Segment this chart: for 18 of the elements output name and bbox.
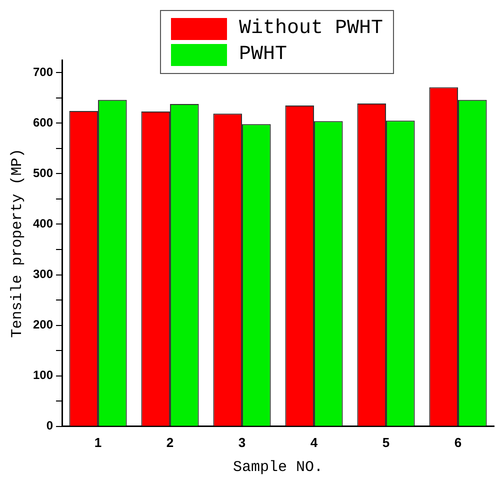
x-tick-label: 4 <box>310 434 318 450</box>
x-tick-label: 5 <box>382 434 390 450</box>
x-tick-label: 6 <box>454 434 462 450</box>
y-tick-label: 600 <box>32 115 54 130</box>
y-tick-label: 200 <box>32 318 54 332</box>
x-axis-title: Sample NO. <box>233 458 324 476</box>
legend-label: PWHT <box>239 43 288 67</box>
legend-label: Without PWHT <box>239 17 384 41</box>
y-tick-label: 0 <box>46 418 54 433</box>
y-tick-label: 100 <box>32 368 54 382</box>
y-tick-label: 500 <box>32 166 54 180</box>
x-tick-label: 2 <box>166 434 174 450</box>
y-tick-label: 400 <box>32 216 54 231</box>
y-tick-label: 300 <box>32 267 54 282</box>
y-tick-label: 700 <box>32 64 54 79</box>
x-tick-label: 1 <box>94 434 102 450</box>
y-axis-title: Tensile property (MP) <box>8 148 26 338</box>
x-tick-label: 3 <box>238 434 246 450</box>
